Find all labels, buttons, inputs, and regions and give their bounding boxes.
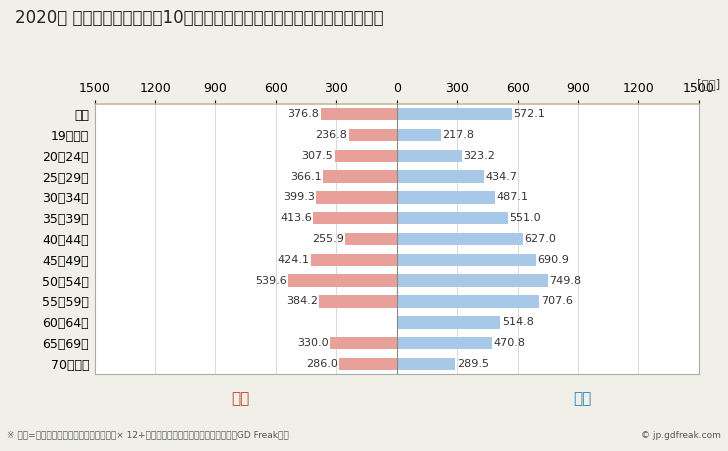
Bar	[397, 212, 507, 225]
Bar	[397, 108, 512, 120]
Bar	[397, 170, 484, 183]
Bar	[397, 253, 536, 266]
Bar	[349, 129, 397, 141]
Text: 289.5: 289.5	[456, 359, 488, 369]
Text: [万円]: [万円]	[697, 79, 721, 92]
Text: 323.2: 323.2	[464, 151, 495, 161]
Bar	[397, 337, 491, 350]
Text: 707.6: 707.6	[541, 296, 573, 307]
Bar	[397, 274, 547, 287]
Bar	[339, 358, 397, 370]
Text: 749.8: 749.8	[550, 276, 582, 285]
Text: 514.8: 514.8	[502, 318, 534, 327]
Bar	[345, 233, 397, 245]
Text: 男性: 男性	[573, 391, 592, 407]
Text: 399.3: 399.3	[283, 193, 314, 202]
Bar	[397, 150, 462, 162]
Bar	[321, 108, 397, 120]
Text: 413.6: 413.6	[280, 213, 312, 223]
Bar	[335, 150, 397, 162]
Text: 424.1: 424.1	[277, 255, 309, 265]
Text: 255.9: 255.9	[312, 234, 344, 244]
Text: © jp.gdfreak.com: © jp.gdfreak.com	[641, 431, 721, 440]
Text: 690.9: 690.9	[537, 255, 569, 265]
Bar	[397, 191, 495, 204]
Bar	[331, 337, 397, 350]
Text: 551.0: 551.0	[510, 213, 541, 223]
Text: 366.1: 366.1	[290, 171, 321, 182]
Bar	[397, 129, 440, 141]
Text: 539.6: 539.6	[255, 276, 286, 285]
Text: 236.8: 236.8	[315, 130, 347, 140]
Text: 307.5: 307.5	[301, 151, 333, 161]
Bar	[288, 274, 397, 287]
Text: 572.1: 572.1	[513, 109, 545, 119]
Bar	[397, 233, 523, 245]
Bar	[314, 212, 397, 225]
Bar	[397, 316, 500, 328]
Text: 470.8: 470.8	[493, 338, 525, 348]
Text: 286.0: 286.0	[306, 359, 338, 369]
Bar	[317, 191, 397, 204]
Text: 384.2: 384.2	[286, 296, 317, 307]
Text: 434.7: 434.7	[486, 171, 518, 182]
Text: ※ 年収=「きまって支給する現金給与額」× 12+「年間賞与その他特別給与額」としてGD Freak推計: ※ 年収=「きまって支給する現金給与額」× 12+「年間賞与その他特別給与額」と…	[7, 431, 289, 440]
Bar	[312, 253, 397, 266]
Bar	[320, 295, 397, 308]
Text: 376.8: 376.8	[288, 109, 320, 119]
Bar	[397, 358, 455, 370]
Text: 330.0: 330.0	[297, 338, 328, 348]
Text: 627.0: 627.0	[525, 234, 556, 244]
Text: 487.1: 487.1	[496, 193, 529, 202]
Bar	[323, 170, 397, 183]
Bar	[397, 295, 539, 308]
Text: 217.8: 217.8	[442, 130, 474, 140]
Text: 女性: 女性	[231, 391, 250, 407]
Text: 2020年 民間企業（従業者数10人以上）フルタイム労働者の男女別平均年収: 2020年 民間企業（従業者数10人以上）フルタイム労働者の男女別平均年収	[15, 9, 383, 27]
